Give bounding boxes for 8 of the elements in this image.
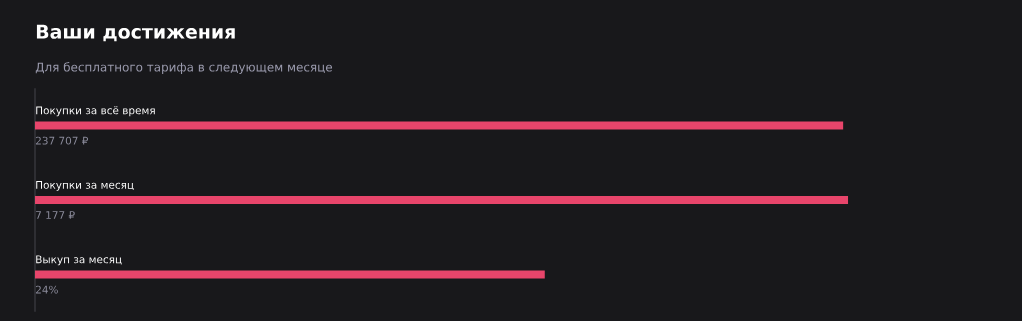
y-tick-label: Покупки за всё время [36,106,155,117]
annotation: 237 707 ₽ [35,136,89,145]
chart-title: Ваши достижения [36,24,235,42]
annotation: 7 177 ₽ [36,211,75,219]
chart-subtitle: Для бесплатного тарифа в следующем месяце [35,62,333,74]
y-tick-label: Покупки за месяц [36,181,134,191]
annotation: 24% [35,285,58,294]
y-tick-label: Выкуп за месяц [36,255,122,266]
